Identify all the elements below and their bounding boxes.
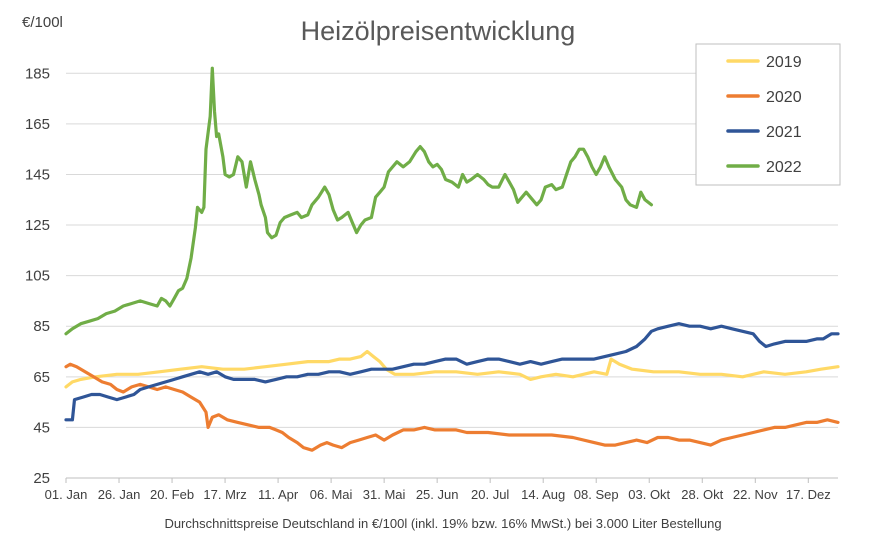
y-axis-unit: €/100l: [22, 14, 63, 31]
series-lines: [64, 66, 840, 452]
chart-caption: Durchschnittspreise Deutschland in €/100…: [164, 516, 721, 531]
legend-label-2019: 2019: [766, 54, 802, 71]
y-tick-label: 145: [25, 166, 50, 183]
y-tick-label: 25: [33, 470, 50, 487]
y-tick-label: 105: [25, 268, 50, 285]
legend-label-2022: 2022: [766, 159, 802, 176]
x-tick-label: 28. Okt: [681, 487, 723, 502]
x-axis-ticks: 01. Jan 26. Jan 20. Feb 17. Mrz 11. Apr 06. M…: [45, 478, 831, 502]
x-tick-label: 06. Mai: [310, 487, 353, 502]
x-tick-label: 17. Dez: [786, 487, 831, 502]
y-tick-label: 85: [33, 318, 50, 335]
series-line-2019: [64, 349, 840, 389]
x-tick-label: 03. Okt: [628, 487, 670, 502]
legend: 2019 2020 2021 2022: [695, 43, 841, 186]
y-tick-label: 125: [25, 217, 50, 234]
legend-label-2021: 2021: [766, 124, 802, 141]
y-tick-label: 185: [25, 65, 50, 82]
y-axis-ticks: 25 45 65 85 105 125 145 165 185: [25, 65, 50, 487]
y-tick-label: 65: [33, 369, 50, 386]
x-tick-label: 01. Jan: [45, 487, 88, 502]
x-tick-label: 17. Mrz: [203, 487, 246, 502]
y-tick-label: 165: [25, 116, 50, 133]
x-tick-label: 14. Aug: [521, 487, 565, 502]
series-line-2021: [64, 322, 840, 422]
legend-box: [695, 43, 841, 186]
legend-label-2020: 2020: [766, 89, 802, 106]
x-tick-label: 20. Feb: [150, 487, 194, 502]
series-line-2022: [64, 66, 654, 336]
chart-title: Heizölpreisentwicklung: [301, 16, 576, 46]
x-tick-label: 25. Jun: [416, 487, 459, 502]
x-tick-label: 08. Sep: [574, 487, 619, 502]
x-tick-label: 31. Mai: [363, 487, 406, 502]
x-tick-label: 20. Jul: [471, 487, 509, 502]
x-tick-label: 22. Nov: [733, 487, 778, 502]
y-tick-label: 45: [33, 419, 50, 436]
x-tick-label: 26. Jan: [98, 487, 141, 502]
series-line-2020: [64, 362, 840, 452]
x-tick-label: 11. Apr: [258, 487, 299, 502]
